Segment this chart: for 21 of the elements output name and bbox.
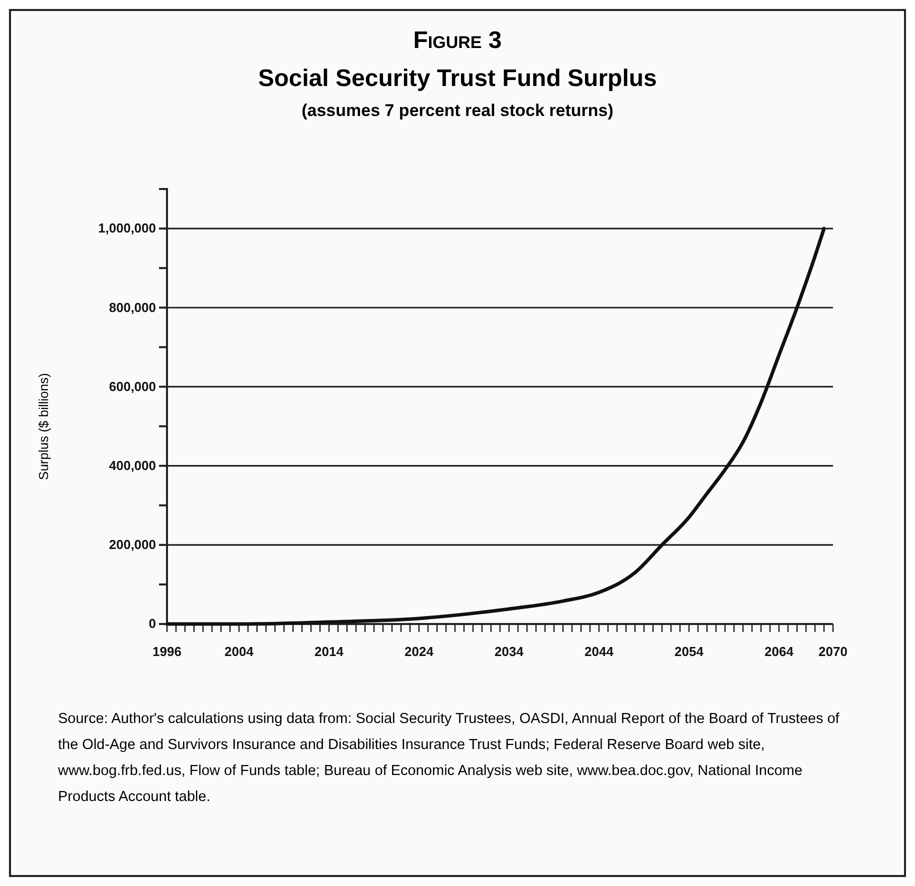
source-note: Source: Author's calculations using data from: Social Security Trustees, OASDI, Annual Report of the Board of Trustees of the Old-Age and Survivors Insurance and Disabilities Insurance Trust Funds; Federal Reserve Board web site, www.bog.frb.fed.us, Flow of Funds table; Bureau of Economic Analysis web site, www.bea.doc.gov, National Income Products Account table. — [57, 711, 840, 805]
x-tick-label: 1996 — [152, 644, 182, 659]
y-tick-label: 600,000 — [109, 378, 156, 394]
x-tick-label: 2064 — [764, 644, 794, 659]
x-tick-label: 2024 — [404, 644, 434, 659]
y-tick-label: 200,000 — [109, 537, 156, 552]
y-tick-label: 400,000 — [109, 458, 156, 473]
y-tick-label: 800,000 — [109, 300, 156, 315]
x-tick-label: 2044 — [584, 644, 614, 659]
y-tick-label: 1,000,000 — [98, 220, 156, 236]
y-axis-title: Surplus ($ billions) — [36, 373, 51, 480]
x-tick-label: 2014 — [314, 644, 344, 659]
x-tick-label: 2054 — [674, 644, 704, 659]
chart-title: Social Security Trust Fund Surplus — [258, 65, 657, 92]
x-tick-label: 2004 — [224, 644, 254, 659]
chart-subtitle: (assumes 7 percent real stock returns) — [302, 101, 614, 120]
x-tick-label: 2070 — [818, 644, 848, 659]
line-series — [165, 226, 826, 626]
x-tick-label: 2034 — [494, 644, 524, 659]
y-tick-label: 0 — [148, 616, 156, 632]
caption: Figure 3 — [413, 27, 502, 54]
